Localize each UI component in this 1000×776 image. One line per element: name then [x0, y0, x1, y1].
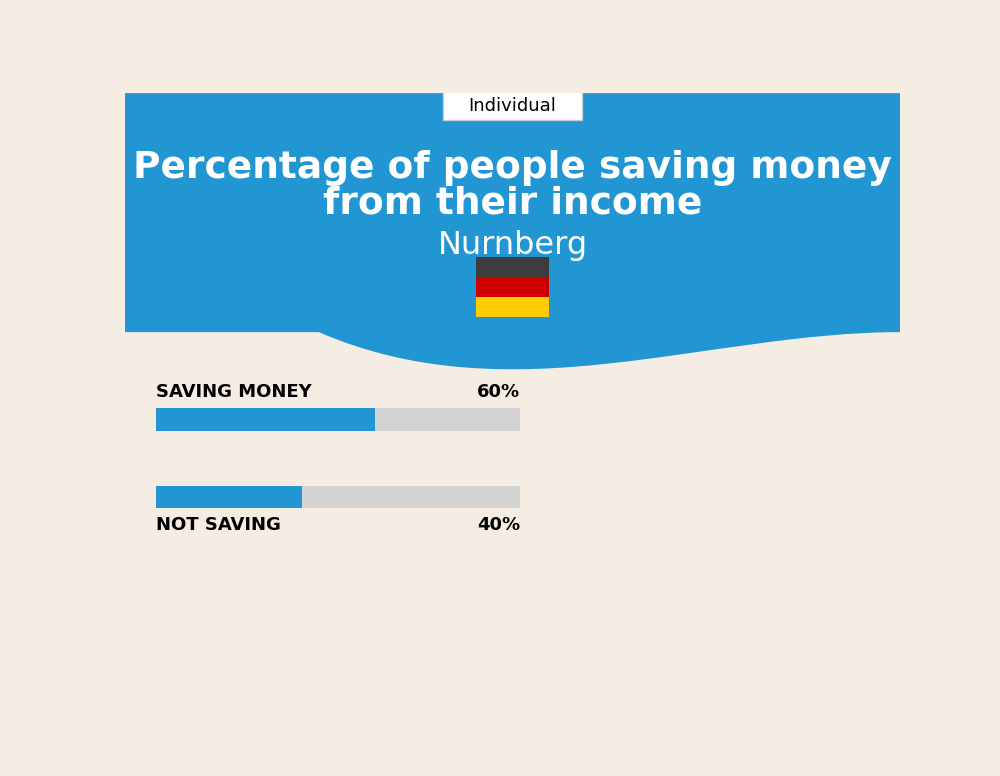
Text: Individual: Individual	[469, 97, 556, 115]
Bar	[156, 486, 520, 508]
Bar	[156, 408, 375, 431]
Text: NOT SAVING: NOT SAVING	[156, 515, 281, 534]
Text: Nurnberg: Nurnberg	[437, 230, 588, 261]
Bar	[156, 408, 520, 431]
Bar	[476, 297, 549, 317]
Bar	[476, 258, 549, 277]
PathPatch shape	[125, 93, 900, 369]
FancyBboxPatch shape	[443, 92, 582, 120]
Bar	[476, 277, 549, 297]
Bar	[156, 486, 302, 508]
Text: Percentage of people saving money: Percentage of people saving money	[133, 150, 892, 185]
Text: from their income: from their income	[323, 185, 702, 222]
Text: 60%: 60%	[477, 383, 520, 401]
Text: SAVING MONEY: SAVING MONEY	[156, 383, 312, 401]
Text: 40%: 40%	[477, 515, 520, 534]
